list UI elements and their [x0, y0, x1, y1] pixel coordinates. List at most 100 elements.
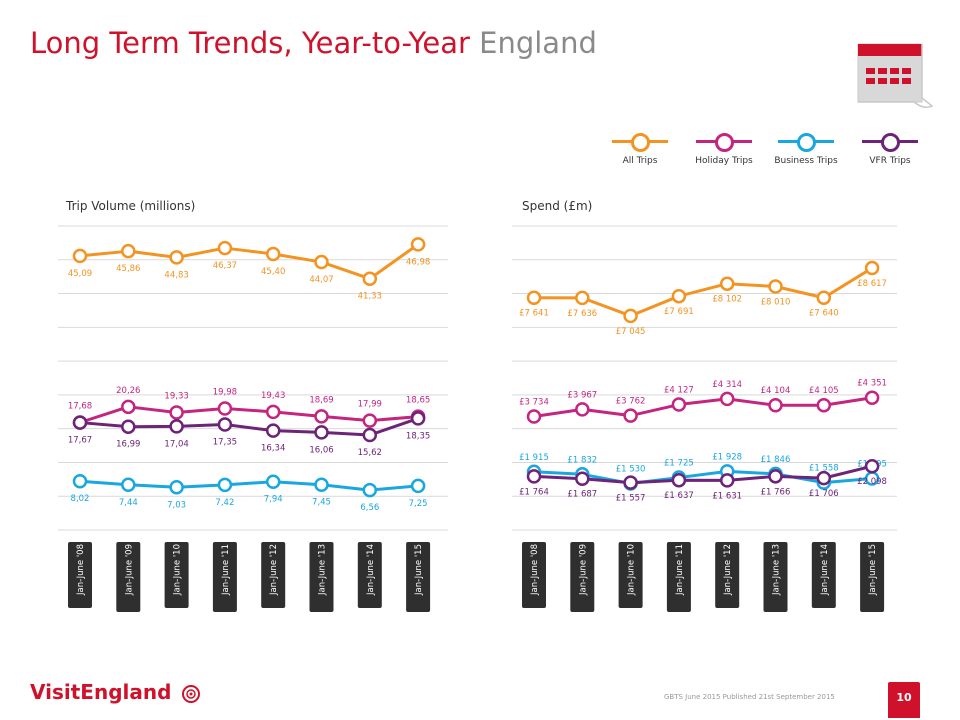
- data-label: £7 636: [567, 309, 597, 319]
- category-tab: [811, 542, 836, 608]
- data-point: [671, 288, 687, 304]
- series-business-trips: 8,02 7,44 7,03 7,42 7,94 7,45 6,56 7,25: [71, 473, 428, 513]
- data-label: 45,86: [116, 264, 140, 274]
- data-label: £2 098: [857, 477, 887, 487]
- data-label: 17,04: [164, 439, 188, 449]
- data-point: [526, 409, 542, 424]
- data-point: [265, 246, 281, 262]
- page-number: 10: [888, 682, 920, 718]
- series-all-trips: 45,09 45,86 44,83 46,37 45,40 44,07 41,33 46,98: [68, 237, 430, 302]
- category-tab: [763, 542, 788, 612]
- data-label: £1 631: [712, 491, 742, 501]
- x-tick-label: Jan-June '08: [76, 544, 86, 596]
- data-point: [768, 279, 783, 294]
- legend-item-vfr-trips: VFR Trips: [850, 132, 930, 172]
- data-point: [623, 308, 638, 324]
- data-point: [816, 397, 832, 413]
- series-line: [79, 243, 419, 281]
- x-tick-label: Jan-June '15: [868, 544, 878, 596]
- data-point: [719, 473, 735, 488]
- series-holiday-trips: £3 734 £3 967 £3 762 £4 127 £4 314 £4 104 £4 1…: [519, 379, 887, 424]
- category-tab: [522, 542, 546, 608]
- x-axis-categories: Jan-June '08 Jan-June '09 Jan-June '10 Jan-…: [68, 542, 431, 612]
- data-point: [265, 404, 281, 420]
- logo-text: VisitEngland: [30, 680, 172, 704]
- data-label: 19,43: [261, 391, 285, 401]
- data-label: £4 314: [712, 380, 742, 390]
- data-label: £8 617: [857, 279, 887, 289]
- legend-item-business-trips: Business Trips: [766, 132, 846, 172]
- data-label: £3 734: [519, 397, 549, 407]
- data-label: £1 915: [519, 453, 549, 463]
- grid-lines: [512, 225, 897, 531]
- data-point: [169, 250, 184, 265]
- legend-item-holiday-trips: Holiday Trips: [684, 132, 764, 172]
- category-tab: [212, 542, 237, 612]
- data-label: 16,99: [116, 440, 140, 450]
- data-label: £4 104: [761, 386, 791, 396]
- data-point: [719, 276, 735, 291]
- category-tab: [618, 542, 643, 608]
- series-line: [533, 266, 873, 318]
- data-label: 7,44: [119, 498, 138, 508]
- data-point: [121, 399, 136, 415]
- data-label: 17,99: [358, 400, 382, 410]
- legend-item-all-trips: All Trips: [600, 132, 680, 172]
- data-label: 45,09: [68, 269, 92, 279]
- data-point: [575, 402, 590, 417]
- x-tick-label: Jan-June '13: [772, 544, 782, 596]
- data-label: £3 762: [616, 397, 646, 407]
- data-point: [314, 477, 329, 492]
- data-point: [526, 290, 542, 305]
- data-point: [719, 391, 735, 407]
- data-label: £1 766: [761, 487, 791, 497]
- trip-volume-chart: Jan-June '08 Jan-June '09 Jan-June '10 Jan-…: [58, 225, 448, 612]
- data-point: [265, 423, 281, 438]
- data-point: [362, 427, 378, 443]
- data-point: [72, 473, 88, 489]
- x-tick-label: Jan-June '15: [414, 544, 424, 596]
- category-tab: [116, 542, 141, 612]
- data-point: [623, 475, 638, 490]
- series-line: [79, 479, 419, 492]
- category-tab: [860, 542, 885, 612]
- grid-lines: [58, 225, 448, 531]
- data-point: [72, 248, 88, 264]
- category-tab: [715, 542, 740, 608]
- x-axis-categories: Jan-June '08 Jan-June '09 Jan-June '10 Jan-…: [522, 542, 885, 612]
- visitengland-logo: VisitEngland: [30, 680, 201, 704]
- data-label: £3 967: [567, 390, 597, 400]
- data-point: [768, 397, 783, 413]
- legend-label: All Trips: [622, 156, 658, 166]
- legend-swatch-dot: [715, 133, 734, 152]
- category-tab: [357, 542, 382, 608]
- data-point: [671, 397, 687, 412]
- data-point: [816, 290, 832, 305]
- data-label: 44,07: [309, 275, 333, 285]
- category-tab: [68, 542, 92, 608]
- rose-icon: [181, 684, 200, 703]
- data-label: 15,62: [358, 448, 382, 458]
- data-point: [816, 470, 832, 486]
- data-point: [314, 254, 329, 270]
- data-label: 16,34: [261, 444, 285, 454]
- data-point: [217, 417, 233, 432]
- spend-chart-title: Spend (£m): [522, 199, 593, 213]
- category-tab: [309, 542, 334, 612]
- data-point: [314, 425, 329, 440]
- data-label: 7,25: [409, 499, 428, 509]
- data-label: £1 764: [519, 487, 549, 497]
- data-label: £4 127: [664, 386, 694, 396]
- data-point: [217, 240, 233, 256]
- data-label: £1 687: [567, 490, 597, 500]
- data-label: 17,68: [68, 402, 92, 412]
- data-point: [169, 480, 184, 495]
- data-label: £7 640: [809, 309, 839, 319]
- legend-label: Holiday Trips: [695, 156, 753, 166]
- spend-chart: Jan-June '08 Jan-June '09 Jan-June '10 Jan-…: [512, 225, 897, 612]
- data-label: £8 102: [712, 295, 742, 305]
- data-label: 46,37: [213, 261, 237, 271]
- series-vfr-trips: £1 764 £1 687 £1 557 £1 637 £1 631 £1 766 £1 7…: [519, 458, 887, 504]
- data-label: 41,33: [358, 292, 382, 302]
- data-point: [671, 472, 687, 488]
